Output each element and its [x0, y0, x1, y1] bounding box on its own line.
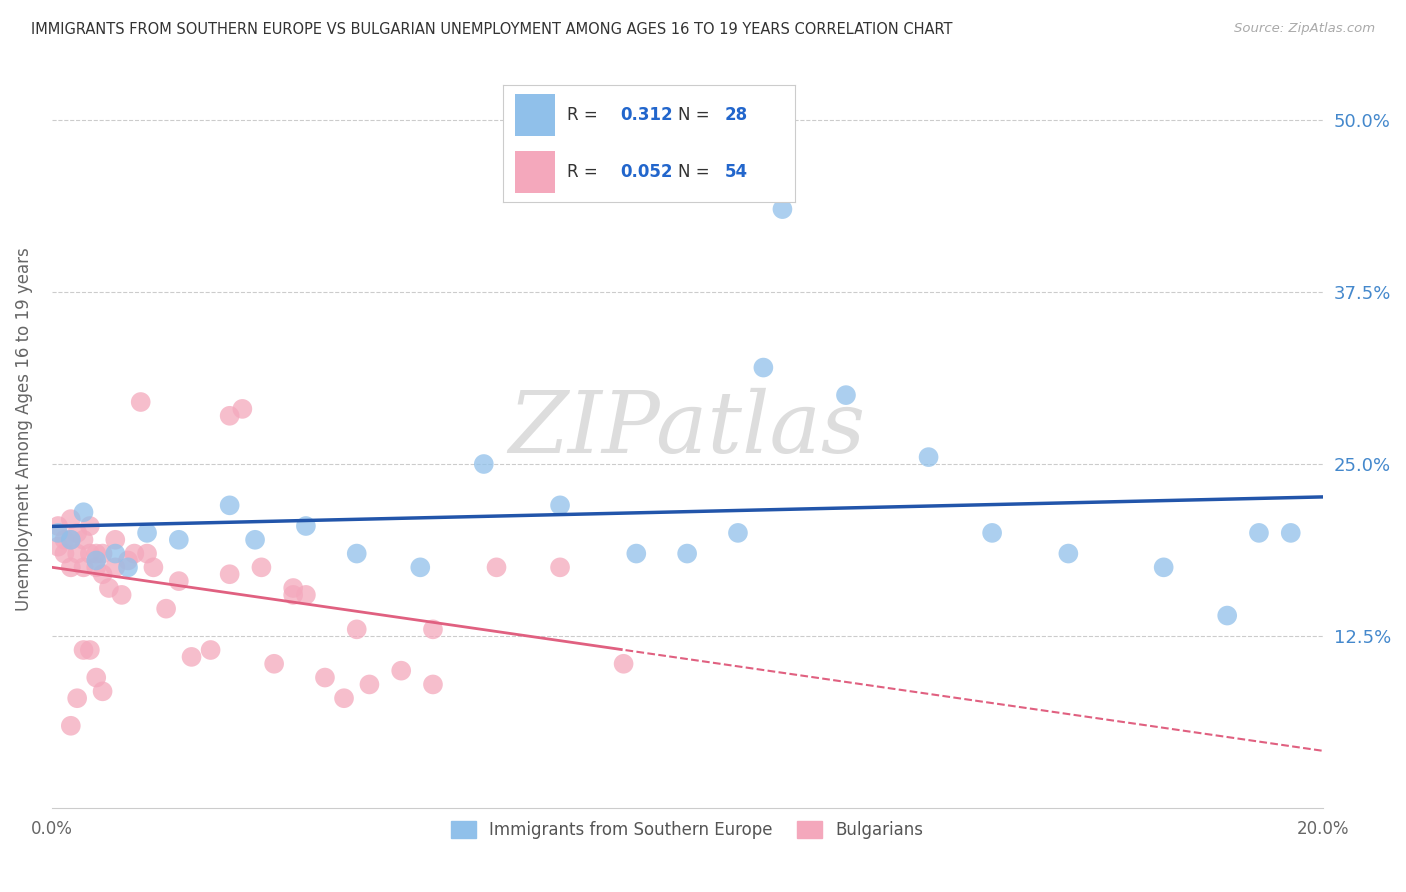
Point: [835, 388, 858, 402]
Point: [180, 649, 202, 664]
Point: [66, 525, 89, 540]
Point: [231, 401, 253, 416]
Point: [53, 533, 76, 547]
Point: [111, 588, 134, 602]
Point: [167, 533, 190, 547]
Point: [136, 525, 159, 540]
Point: [359, 677, 381, 691]
Point: [129, 395, 152, 409]
Point: [422, 677, 444, 691]
Point: [155, 601, 177, 615]
Point: [124, 547, 146, 561]
Point: [46, 540, 69, 554]
Point: [46, 519, 69, 533]
Point: [283, 588, 305, 602]
Point: [59, 560, 82, 574]
Point: [1153, 560, 1175, 574]
Point: [84, 547, 107, 561]
Point: [117, 560, 139, 574]
Point: [104, 560, 127, 574]
Point: [409, 560, 432, 574]
Y-axis label: Unemployment Among Ages 16 to 19 years: Unemployment Among Ages 16 to 19 years: [15, 248, 32, 611]
Point: [59, 719, 82, 733]
Point: [46, 525, 69, 540]
Point: [142, 560, 165, 574]
Point: [53, 547, 76, 561]
Point: [59, 533, 82, 547]
Point: [79, 643, 101, 657]
Point: [676, 547, 699, 561]
Point: [1057, 547, 1080, 561]
Point: [72, 560, 94, 574]
Point: [295, 519, 318, 533]
Point: [295, 588, 318, 602]
Point: [917, 450, 939, 464]
Point: [1216, 608, 1239, 623]
Point: [250, 560, 273, 574]
Point: [104, 533, 127, 547]
Point: [243, 533, 266, 547]
Point: [389, 664, 412, 678]
Point: [84, 671, 107, 685]
Point: [84, 553, 107, 567]
Point: [218, 499, 240, 513]
Point: [66, 691, 89, 706]
Point: [79, 547, 101, 561]
Point: [104, 547, 127, 561]
Point: [91, 567, 114, 582]
Point: [346, 623, 368, 637]
Point: [314, 671, 336, 685]
Text: Source: ZipAtlas.com: Source: ZipAtlas.com: [1234, 22, 1375, 36]
Point: [1247, 525, 1270, 540]
Point: [548, 499, 571, 513]
Point: [485, 560, 508, 574]
Point: [626, 547, 648, 561]
Point: [752, 360, 775, 375]
Point: [167, 574, 190, 588]
Point: [66, 547, 89, 561]
Point: [1279, 525, 1302, 540]
Text: IMMIGRANTS FROM SOUTHERN EUROPE VS BULGARIAN UNEMPLOYMENT AMONG AGES 16 TO 19 YE: IMMIGRANTS FROM SOUTHERN EUROPE VS BULGA…: [31, 22, 952, 37]
Point: [91, 684, 114, 698]
Point: [333, 691, 356, 706]
Point: [84, 560, 107, 574]
Point: [548, 560, 571, 574]
Point: [72, 505, 94, 519]
Point: [772, 202, 794, 216]
Point: [117, 553, 139, 567]
Point: [97, 581, 120, 595]
Point: [613, 657, 636, 671]
Point: [981, 525, 1004, 540]
Point: [72, 533, 94, 547]
Point: [263, 657, 285, 671]
Point: [59, 512, 82, 526]
Legend: Immigrants from Southern Europe, Bulgarians: Immigrants from Southern Europe, Bulgari…: [444, 814, 931, 846]
Point: [72, 643, 94, 657]
Point: [59, 533, 82, 547]
Point: [727, 525, 749, 540]
Point: [200, 643, 222, 657]
Point: [218, 409, 240, 423]
Point: [346, 547, 368, 561]
Point: [422, 623, 444, 637]
Point: [79, 519, 101, 533]
Text: ZIPatlas: ZIPatlas: [509, 388, 866, 471]
Point: [283, 581, 305, 595]
Point: [218, 567, 240, 582]
Point: [91, 547, 114, 561]
Point: [136, 547, 159, 561]
Point: [472, 457, 495, 471]
